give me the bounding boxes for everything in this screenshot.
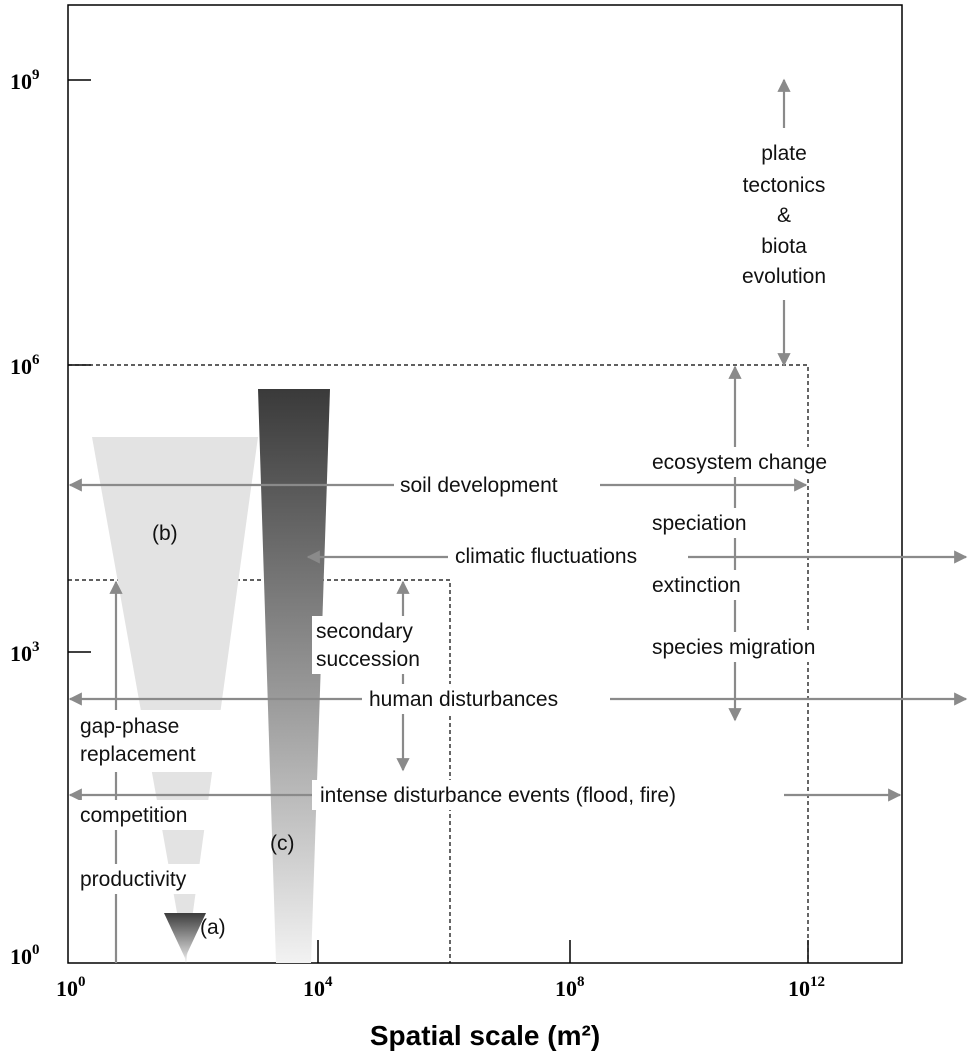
- x-axis-title: Spatial scale (m²): [370, 1020, 600, 1051]
- mask-soil: [394, 470, 600, 500]
- label-climatic-fluctuations: climatic fluctuations: [455, 545, 637, 568]
- label-biota: biota: [761, 235, 807, 258]
- x-tick-label-1e0: 100: [56, 974, 86, 1001]
- label-c: (c): [270, 832, 295, 855]
- mask-species-migration: [648, 632, 858, 662]
- mask-extinction: [648, 570, 766, 600]
- label-extinction: extinction: [652, 574, 741, 597]
- plot-frame: [67, 4, 903, 964]
- mask-secondary: [312, 616, 442, 674]
- label-plate: plate: [761, 142, 807, 165]
- label-intense-disturbance: intense disturbance events (flood, fire): [320, 784, 676, 807]
- dashed-region-large: [68, 364, 809, 963]
- shape-a-triangle: [164, 913, 206, 958]
- label-tectonics: tectonics: [743, 174, 826, 197]
- y-tick-label-1e9: 109: [10, 67, 40, 94]
- label-succession: succession: [316, 648, 420, 671]
- label-a: (a): [200, 916, 226, 939]
- y-tick-label-1e3: 103: [10, 639, 40, 666]
- label-gap-phase: gap-phase: [80, 715, 179, 738]
- label-species-migration: species migration: [652, 636, 815, 659]
- x-tick-label-1e8: 108: [555, 974, 585, 1001]
- mask-climatic: [448, 541, 688, 571]
- mask-ecosystem: [648, 447, 874, 477]
- mask-plate: [716, 130, 852, 298]
- mask-speciation: [648, 508, 774, 538]
- mask-productivity: [76, 864, 216, 894]
- label-ecosystem-change: ecosystem change: [652, 451, 827, 474]
- label-human-disturbances: human disturbances: [369, 688, 558, 711]
- mask-intense: [312, 780, 784, 810]
- label-b: (b): [152, 522, 178, 545]
- mask-gap: [76, 710, 232, 772]
- mask-competition: [76, 800, 224, 830]
- label-ampersand: &: [777, 204, 791, 227]
- label-evolution: evolution: [742, 265, 826, 288]
- mask-human: [362, 684, 610, 714]
- y-tick-label-1e6: 106: [10, 352, 40, 379]
- label-competition: competition: [80, 804, 187, 827]
- label-soil-development: soil development: [400, 474, 558, 497]
- label-productivity: productivity: [80, 868, 187, 891]
- label-replacement: replacement: [80, 743, 196, 766]
- label-secondary: secondary: [316, 620, 413, 643]
- x-tick-label-1e12: 1012: [788, 974, 825, 1001]
- shape-c-wedge: [258, 389, 330, 963]
- label-speciation: speciation: [652, 512, 747, 535]
- y-tick-label-1e0: 100: [10, 942, 40, 969]
- x-tick-label-1e4: 104: [303, 974, 333, 1001]
